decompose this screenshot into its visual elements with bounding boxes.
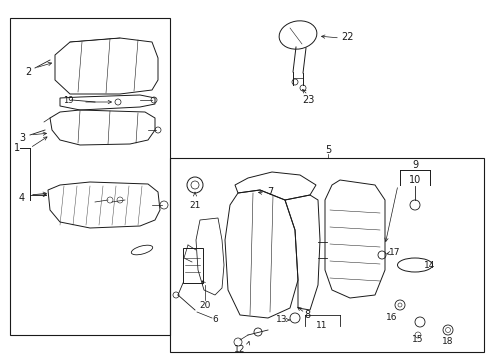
- Bar: [170, 158, 483, 352]
- Text: 6: 6: [212, 315, 218, 324]
- Text: 17: 17: [388, 248, 400, 257]
- Text: 9: 9: [411, 160, 417, 170]
- Text: 20: 20: [199, 301, 210, 310]
- Bar: [10, 18, 170, 335]
- Text: 4: 4: [19, 193, 25, 203]
- Text: 16: 16: [386, 314, 397, 323]
- Text: 12: 12: [234, 346, 245, 355]
- Text: 19: 19: [62, 95, 73, 104]
- Text: 21: 21: [189, 201, 200, 210]
- Text: 5: 5: [324, 145, 330, 155]
- Text: 22: 22: [341, 32, 353, 42]
- Text: 1: 1: [14, 143, 20, 153]
- Text: 3: 3: [19, 133, 25, 143]
- Text: 10: 10: [408, 175, 420, 185]
- Text: 18: 18: [441, 338, 453, 346]
- Bar: [183, 248, 203, 283]
- Text: 7: 7: [266, 187, 273, 197]
- Text: 11: 11: [316, 320, 327, 329]
- Text: 8: 8: [304, 310, 309, 320]
- Text: 2: 2: [25, 67, 31, 77]
- Text: 13: 13: [276, 315, 287, 324]
- Text: 15: 15: [411, 336, 423, 345]
- Text: 14: 14: [424, 261, 435, 270]
- Text: 23: 23: [301, 95, 314, 105]
